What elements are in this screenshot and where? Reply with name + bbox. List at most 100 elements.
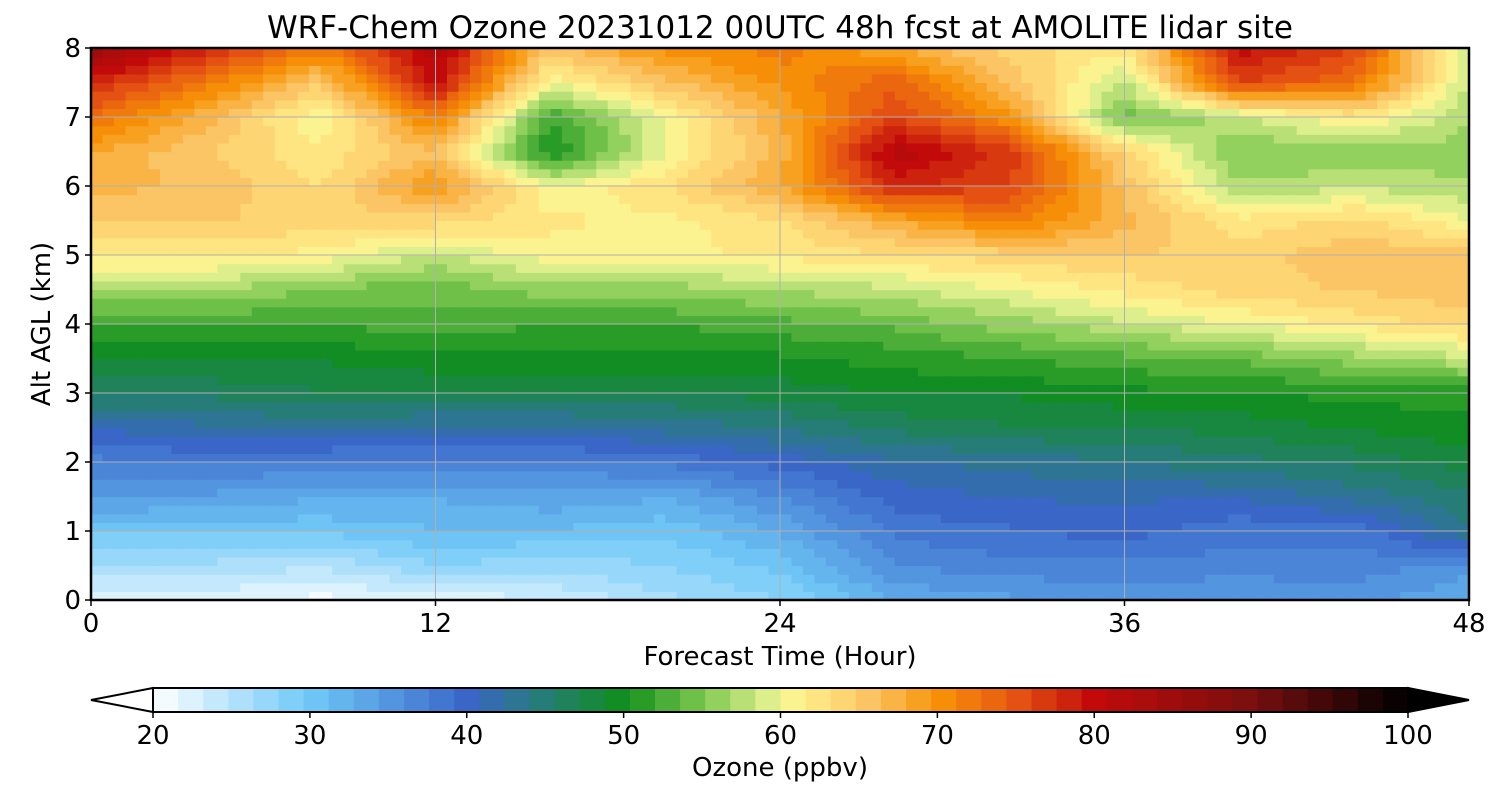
heatmap-cell [573,418,586,429]
heatmap-cell [446,522,460,532]
heatmap-cell [1044,505,1057,515]
heatmap-cell [1101,582,1114,592]
heatmap-cell [148,246,161,256]
heatmap-cell [860,556,873,567]
heatmap-cell [91,272,104,282]
heatmap-cell [1446,470,1459,480]
heatmap-cell [1216,565,1229,575]
heatmap-cell [228,315,241,325]
heatmap-cell [424,522,437,532]
heatmap-cell [332,513,345,523]
heatmap-cell [481,453,494,463]
heatmap-cell [940,522,953,532]
heatmap-cell [860,470,873,480]
heatmap-cell [1423,462,1436,472]
heatmap-cell [1239,298,1252,308]
heatmap-cell [286,453,299,463]
heatmap-cell [1113,574,1126,584]
heatmap-cell [1216,289,1229,299]
heatmap-cell [1354,393,1367,403]
heatmap-cell [1446,591,1459,600]
heatmap-cell [458,444,471,454]
heatmap-cell [814,375,827,385]
heatmap-cell [320,479,333,489]
heatmap-cell [469,496,483,506]
heatmap-cell [504,539,517,549]
heatmap-cell [286,384,299,394]
heatmap-cell [527,436,540,446]
heatmap-cell [791,582,804,592]
heatmap-cell [1090,582,1103,592]
heatmap-cell [561,539,574,549]
heatmap-cell [136,582,150,592]
heatmap-cell [665,487,678,498]
heatmap-cell [1124,324,1137,334]
heatmap-cell [194,289,207,299]
heatmap-cell [1457,539,1469,549]
heatmap-cell [1032,582,1045,592]
heatmap-cell [929,401,942,411]
heatmap-cell [1308,556,1321,567]
heatmap-cell [424,349,437,360]
heatmap-cell [596,462,609,472]
heatmap-cell [791,315,804,325]
heatmap-cell [837,427,850,437]
heatmap-cell [458,298,471,308]
heatmap-cell [1055,531,1068,541]
heatmap-cell [1388,263,1401,273]
heatmap-cell [469,332,483,342]
heatmap-cell [1331,289,1344,299]
heatmap-cell [745,531,758,541]
heatmap-cell [768,462,781,472]
heatmap-cell [665,565,678,575]
heatmap-cell [550,375,563,385]
heatmap-cell [504,418,517,429]
heatmap-cell [860,263,873,273]
heatmap-cell [1273,565,1286,575]
heatmap-cell [113,237,127,247]
heatmap-cell [975,539,988,549]
heatmap-cell [584,496,597,506]
heatmap-cell [814,289,827,299]
heatmap-cell [446,263,460,273]
heatmap-cell [1181,462,1194,472]
heatmap-cell [1354,289,1367,299]
heatmap-cell [802,556,816,567]
heatmap-cell [538,401,551,411]
heatmap-cell [1193,315,1206,325]
heatmap-cell [1067,272,1080,282]
heatmap-cell [1078,522,1091,532]
heatmap-cell [401,341,414,351]
heatmap-cell [435,341,448,351]
heatmap-cell [136,237,150,247]
heatmap-cell [940,513,953,523]
heatmap-cell [619,470,632,480]
heatmap-cell [136,410,150,420]
heatmap-cell [791,453,804,463]
heatmap-cell [642,591,655,600]
heatmap-cell [561,237,574,247]
heatmap-cell [148,272,161,282]
heatmap-cell [676,418,689,429]
heatmap-cell [366,487,379,498]
heatmap-cell [630,522,643,532]
heatmap-cell [561,418,574,429]
heatmap-cell [182,306,195,316]
heatmap-cell [1446,280,1459,291]
heatmap-cell [1296,444,1309,454]
heatmap-cell [906,246,919,256]
heatmap-cell [986,556,999,567]
heatmap-cell [722,531,735,541]
heatmap-cell [1388,462,1401,472]
heatmap-cell [596,591,609,600]
heatmap-cell [320,487,333,498]
heatmap-cell [1239,582,1252,592]
heatmap-cell [917,255,930,265]
heatmap-cell [1067,298,1080,308]
heatmap-cell [113,263,127,273]
heatmap-cell [1204,410,1217,420]
heatmap-cell [125,289,138,299]
heatmap-cell [159,487,172,498]
heatmap-cell [366,332,379,342]
heatmap-cell [412,324,425,334]
